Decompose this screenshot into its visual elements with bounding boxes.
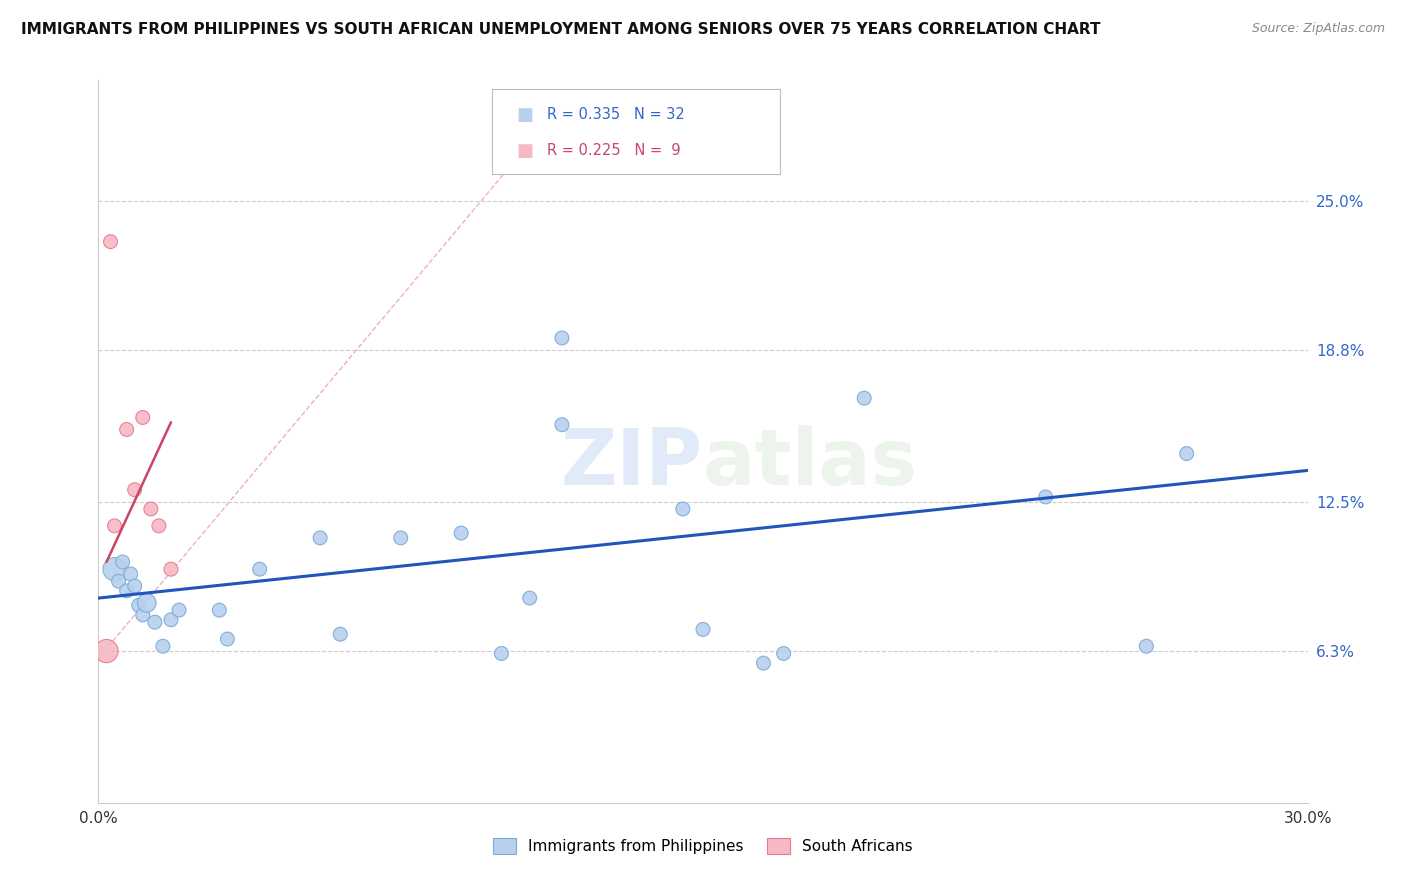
- Point: [139, 502, 162, 516]
- Point: [100, 235, 122, 249]
- Point: [132, 410, 155, 425]
- Point: [124, 483, 146, 497]
- Point: [103, 562, 125, 576]
- Text: Source: ZipAtlas.com: Source: ZipAtlas.com: [1251, 22, 1385, 36]
- Point: [152, 639, 174, 653]
- Text: ■: ■: [516, 106, 533, 124]
- Point: [1175, 446, 1198, 460]
- Point: [217, 632, 239, 646]
- Legend: Immigrants from Philippines, South Africans: Immigrants from Philippines, South Afric…: [488, 832, 918, 860]
- Point: [329, 627, 352, 641]
- Point: [450, 526, 472, 541]
- Point: [120, 567, 142, 582]
- Point: [135, 596, 157, 610]
- Point: [111, 555, 134, 569]
- Point: [1135, 639, 1157, 653]
- Point: [519, 591, 541, 605]
- Point: [1035, 490, 1057, 504]
- Point: [96, 644, 118, 658]
- Point: [103, 518, 125, 533]
- Point: [249, 562, 271, 576]
- Point: [143, 615, 166, 630]
- Text: IMMIGRANTS FROM PHILIPPINES VS SOUTH AFRICAN UNEMPLOYMENT AMONG SENIORS OVER 75 : IMMIGRANTS FROM PHILIPPINES VS SOUTH AFR…: [21, 22, 1101, 37]
- Point: [124, 579, 146, 593]
- Point: [115, 583, 138, 598]
- Point: [853, 391, 876, 405]
- Point: [772, 647, 794, 661]
- Text: atlas: atlas: [703, 425, 918, 501]
- Text: ■: ■: [516, 142, 533, 160]
- Point: [167, 603, 190, 617]
- Point: [160, 562, 183, 576]
- Point: [309, 531, 332, 545]
- Text: R = 0.335   N = 32: R = 0.335 N = 32: [547, 107, 685, 122]
- Text: ZIP: ZIP: [561, 425, 703, 501]
- Point: [132, 607, 155, 622]
- Point: [128, 599, 150, 613]
- Point: [389, 531, 412, 545]
- Point: [672, 502, 695, 516]
- Point: [208, 603, 231, 617]
- Point: [551, 417, 574, 432]
- Point: [107, 574, 129, 589]
- Point: [551, 331, 574, 345]
- Point: [160, 613, 183, 627]
- Point: [752, 656, 775, 670]
- Point: [115, 422, 138, 436]
- Point: [491, 647, 513, 661]
- Text: R = 0.225   N =  9: R = 0.225 N = 9: [547, 143, 681, 158]
- Point: [148, 518, 170, 533]
- Point: [692, 623, 714, 637]
